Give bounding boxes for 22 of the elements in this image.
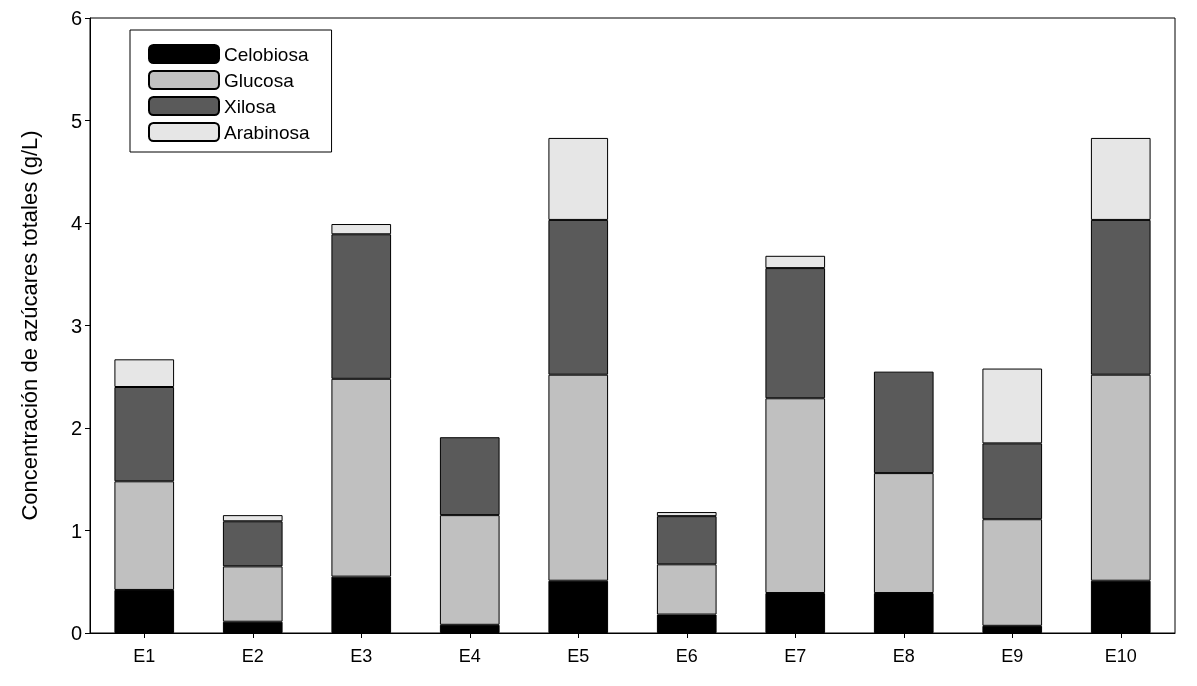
y-axis-title: Concentración de azúcares totales (g/L) <box>16 130 42 521</box>
x-tick-label: E9 <box>1001 646 1024 666</box>
y-tick-label: 6 <box>70 7 82 29</box>
y-tick-label: 3 <box>70 314 82 337</box>
x-tick-label: E2 <box>241 646 264 666</box>
x-tick-label: E8 <box>892 646 915 666</box>
x-tick-label: E5 <box>567 646 590 666</box>
legend-label: Arabinosa <box>224 121 310 143</box>
legend-label: Celobiosa <box>224 43 309 65</box>
y-tick-label: 4 <box>70 212 82 234</box>
y-tick-label: 1 <box>70 519 82 542</box>
y-tick-label: 5 <box>70 109 82 132</box>
y-tick-label: 0 <box>70 622 82 644</box>
legend-label: Glucosa <box>224 69 295 91</box>
x-tick-label: E1 <box>133 646 156 666</box>
x-tick-label: E10 <box>1104 646 1137 666</box>
x-tick-label: E4 <box>458 646 481 666</box>
x-tick-label: E3 <box>350 646 373 666</box>
y-tick-label: 2 <box>70 417 82 439</box>
legend-label: Xilosa <box>224 95 277 117</box>
x-tick-label: E7 <box>784 646 807 666</box>
x-tick-label: E6 <box>675 646 698 666</box>
